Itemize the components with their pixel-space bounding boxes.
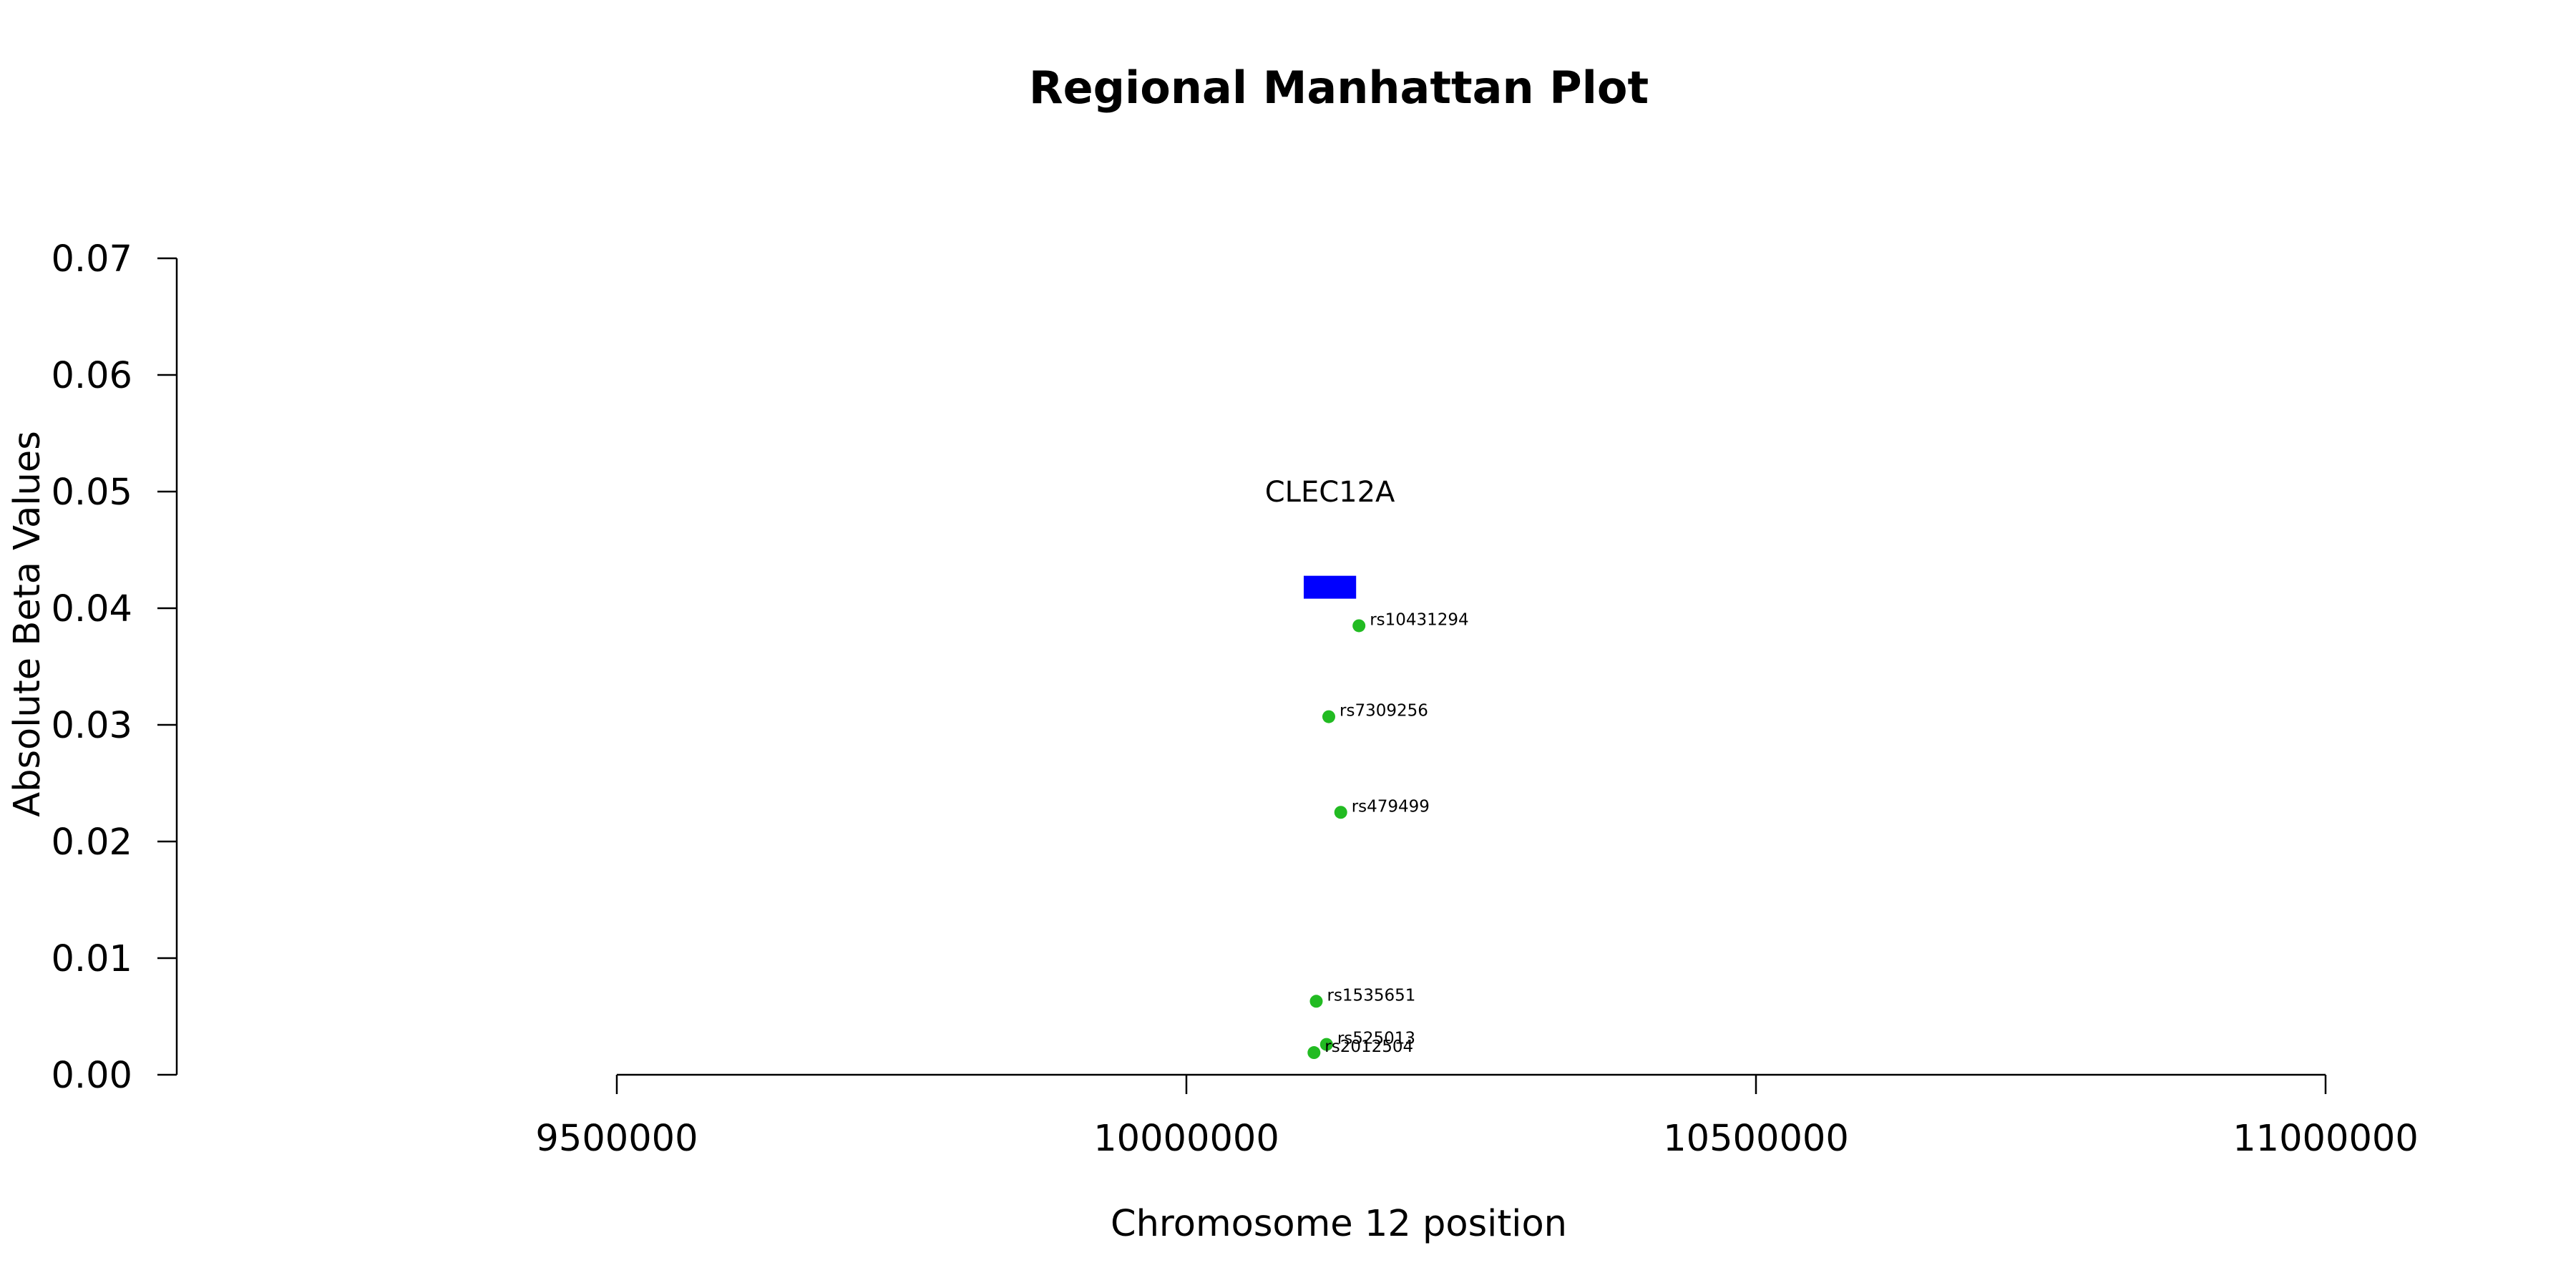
chart-title: Regional Manhattan Plot (1029, 62, 1649, 114)
gene-bar (1303, 575, 1357, 599)
snp-label: rs10431294 (1370, 610, 1469, 629)
snp-points: rs10431294 rs7309256 rs479499 rs1535651 rs52… (1307, 610, 1469, 1060)
y-tick-label: 0.07 (51, 238, 132, 280)
snp-label: rs525013 (1337, 1030, 1415, 1048)
snp-point (1319, 1038, 1333, 1051)
gene-track: CLEC12A (1265, 476, 1395, 599)
snp-label: rs1535651 (1327, 986, 1415, 1005)
snp-point (1334, 806, 1347, 819)
snp-point (1309, 995, 1323, 1008)
y-tick-label: 0.01 (51, 938, 132, 980)
snp-point (1322, 710, 1335, 723)
snp-point (1307, 1046, 1321, 1060)
y-tick-label: 0.00 (51, 1055, 132, 1097)
y-axis-title: Absolute Beta Values (6, 431, 49, 817)
y-tick-label: 0.05 (51, 472, 132, 514)
snp-label: rs7309256 (1340, 702, 1428, 721)
x-axis-title: Chromosome 12 position (1111, 1203, 1567, 1245)
y-tick-label: 0.03 (51, 705, 132, 747)
x-axis: 9500000 10000000 10500000 11000000 (535, 1073, 2419, 1160)
y-tick-label: 0.06 (51, 355, 132, 397)
snp-label: rs479499 (1352, 797, 1430, 816)
gene-label: CLEC12A (1265, 476, 1395, 509)
x-tick-label: 9500000 (535, 1118, 698, 1160)
y-axis: 0.00 0.01 0.02 0.03 0.04 0.05 0.06 0.07 (51, 238, 178, 1097)
snp-label: rs2012504 (1324, 1038, 1413, 1056)
snp-point (1352, 619, 1366, 633)
y-tick-label: 0.04 (51, 588, 132, 630)
x-tick-label: 10500000 (1663, 1118, 1849, 1160)
y-tick-label: 0.02 (51, 821, 132, 864)
x-tick-label: 11000000 (2233, 1118, 2419, 1160)
x-tick-label: 10000000 (1093, 1118, 1279, 1160)
